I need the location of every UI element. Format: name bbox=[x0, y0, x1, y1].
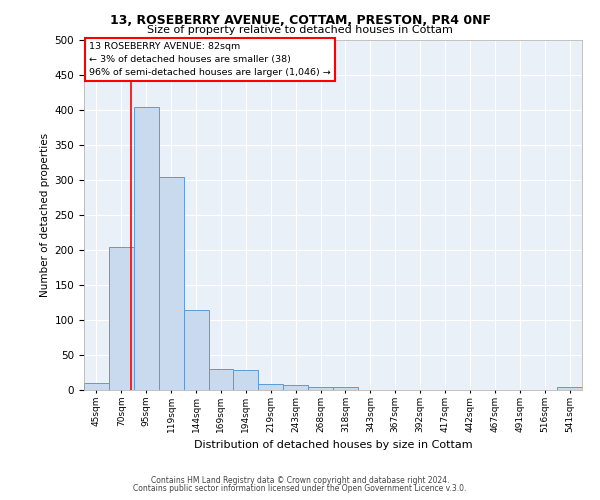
Y-axis label: Number of detached properties: Number of detached properties bbox=[40, 133, 50, 297]
Bar bbox=[84, 383, 109, 390]
Bar bbox=[308, 386, 333, 390]
Bar bbox=[283, 385, 308, 390]
Bar bbox=[159, 176, 184, 390]
Bar bbox=[184, 310, 209, 390]
Bar bbox=[233, 370, 259, 390]
Text: Contains public sector information licensed under the Open Government Licence v.: Contains public sector information licen… bbox=[133, 484, 467, 493]
Text: Contains HM Land Registry data © Crown copyright and database right 2024.: Contains HM Land Registry data © Crown c… bbox=[151, 476, 449, 485]
Text: Size of property relative to detached houses in Cottam: Size of property relative to detached ho… bbox=[147, 25, 453, 35]
Bar bbox=[209, 369, 233, 390]
Bar bbox=[557, 386, 582, 390]
Bar bbox=[333, 386, 358, 390]
Text: 13 ROSEBERRY AVENUE: 82sqm
← 3% of detached houses are smaller (38)
96% of semi-: 13 ROSEBERRY AVENUE: 82sqm ← 3% of detac… bbox=[89, 42, 331, 77]
Bar bbox=[134, 106, 159, 390]
X-axis label: Distribution of detached houses by size in Cottam: Distribution of detached houses by size … bbox=[194, 440, 472, 450]
Bar bbox=[109, 246, 134, 390]
Bar bbox=[259, 384, 283, 390]
Text: 13, ROSEBERRY AVENUE, COTTAM, PRESTON, PR4 0NF: 13, ROSEBERRY AVENUE, COTTAM, PRESTON, P… bbox=[110, 14, 491, 27]
